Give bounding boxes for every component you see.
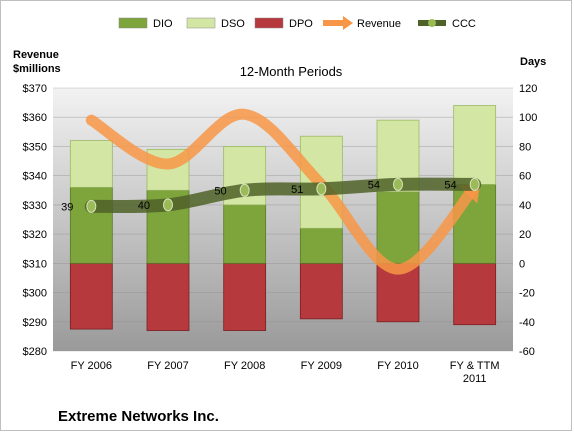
y-right-tick-label: 40 [519, 200, 531, 212]
y-right-tick-label: -40 [519, 317, 535, 329]
legend-arrow-revenue [343, 16, 353, 30]
y-left-title-line1: Revenue [13, 49, 59, 61]
ccc-data-label: 40 [138, 200, 150, 212]
x-tick-label: 2011 [463, 373, 487, 385]
y-right-tick-label: 60 [519, 171, 531, 183]
y-right-tick-label: -20 [519, 288, 535, 300]
y-left-title-line2: $millions [13, 63, 61, 75]
x-tick-label: FY 2010 [377, 360, 418, 372]
y-right-tick-label: 20 [519, 229, 531, 241]
lines [84, 108, 482, 275]
legend-label-dso: DSO [221, 18, 245, 30]
ccc-data-label: 39 [61, 201, 73, 213]
ccc-marker [86, 199, 97, 213]
plot-area [53, 88, 513, 351]
bar-dio [376, 191, 420, 264]
ccc-line [84, 177, 482, 214]
ccc-marker [163, 198, 173, 212]
chart-title: 12-Month Periods [240, 64, 343, 79]
legend: DIO DSO DPO Revenue CCC [118, 16, 476, 30]
right-axis-ticks: -60 -40 -20 0 20 40 60 80 100 120 [519, 83, 537, 358]
legend-swatch-dso [186, 17, 216, 29]
x-axis-ticks: FY 2006 FY 2007 FY 2008 FY 2009 FY 2010 FY & … [71, 360, 500, 385]
y-left-tick-label: $370 [23, 83, 47, 95]
y-left-tick-label: $320 [23, 229, 47, 241]
y-left-tick-label: $340 [23, 171, 47, 183]
y-left-tick-label: $350 [23, 141, 47, 153]
x-tick-label: FY 2008 [224, 360, 265, 372]
left-axis-ticks: $280 $290 $300 $310 $320 $330 $340 $350 $360 $370 [23, 83, 47, 358]
bar-dso [69, 140, 113, 188]
bar-dio [69, 186, 113, 264]
ccc-data-label: 54 [368, 179, 380, 191]
bar-dpo [299, 262, 343, 320]
x-tick-label: FY & TTM [450, 360, 500, 372]
ccc-data-label: 50 [214, 185, 226, 197]
y-left-tick-label: $330 [23, 200, 47, 212]
legend-label-ccc: CCC [452, 18, 476, 30]
y-right-tick-label: 80 [519, 141, 531, 153]
x-tick-label: FY 2007 [147, 360, 188, 372]
bar-dpo [453, 262, 497, 326]
legend-label-dio: DIO [153, 18, 173, 30]
bar-dpo [69, 262, 113, 330]
legend-marker-ccc [428, 19, 436, 27]
ccc-labels: 39 40 50 51 54 54 [61, 179, 457, 213]
ccc-marker [393, 177, 403, 191]
y-right-tick-label: -60 [519, 346, 535, 358]
bar-dpo [146, 262, 190, 331]
gridlines [53, 87, 513, 352]
y-left-tick-label: $310 [23, 258, 47, 270]
ccc-data-label: 51 [291, 184, 303, 196]
bar-dio [223, 204, 267, 264]
y-right-tick-label: 0 [519, 258, 525, 270]
ccc-data-label: 54 [444, 179, 456, 191]
y-right-title: Days [520, 56, 546, 68]
ccc-marker [469, 177, 480, 191]
legend-swatch-dio [118, 17, 148, 29]
y-left-tick-label: $290 [23, 317, 47, 329]
ccc-marker [239, 183, 250, 197]
y-left-tick-label: $360 [23, 112, 47, 124]
y-right-tick-label: 120 [519, 83, 537, 95]
bar-dso [453, 105, 497, 185]
bar-dpo [223, 262, 267, 331]
legend-label-revenue: Revenue [357, 18, 401, 30]
bar-dio [299, 227, 343, 264]
legend-label-dpo: DPO [289, 18, 313, 30]
legend-swatch-dpo [254, 17, 284, 29]
y-left-tick-label: $300 [23, 288, 47, 300]
revenue-line [85, 108, 481, 275]
y-right-tick-label: 100 [519, 112, 537, 124]
company-name: Extreme Networks Inc. [58, 408, 219, 425]
y-left-tick-label: $280 [23, 346, 47, 358]
ccc-marker [316, 182, 327, 196]
x-tick-label: FY 2006 [71, 360, 112, 372]
x-tick-label: FY 2009 [301, 360, 342, 372]
